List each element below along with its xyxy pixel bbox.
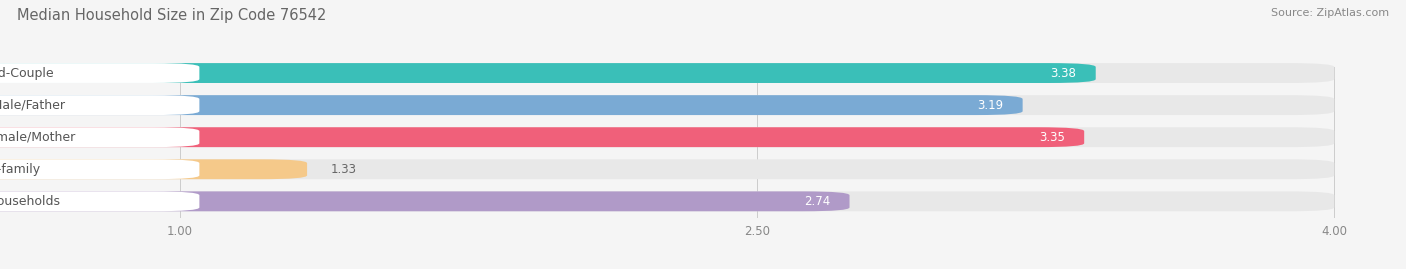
Text: Single Male/Father: Single Male/Father <box>0 99 65 112</box>
FancyBboxPatch shape <box>0 192 849 211</box>
FancyBboxPatch shape <box>0 159 1334 179</box>
FancyBboxPatch shape <box>0 192 200 211</box>
Text: Median Household Size in Zip Code 76542: Median Household Size in Zip Code 76542 <box>17 8 326 23</box>
FancyBboxPatch shape <box>0 63 200 83</box>
FancyBboxPatch shape <box>0 127 200 147</box>
FancyBboxPatch shape <box>0 159 200 179</box>
FancyBboxPatch shape <box>0 95 1334 115</box>
Text: Non-family: Non-family <box>0 163 41 176</box>
Text: 3.35: 3.35 <box>1039 131 1064 144</box>
FancyBboxPatch shape <box>0 63 1334 83</box>
FancyBboxPatch shape <box>0 95 1022 115</box>
Text: Total Households: Total Households <box>0 195 60 208</box>
FancyBboxPatch shape <box>0 159 307 179</box>
Text: 3.38: 3.38 <box>1050 66 1077 80</box>
Text: Source: ZipAtlas.com: Source: ZipAtlas.com <box>1271 8 1389 18</box>
Text: 3.19: 3.19 <box>977 99 1004 112</box>
FancyBboxPatch shape <box>0 127 1084 147</box>
Text: Married-Couple: Married-Couple <box>0 66 55 80</box>
FancyBboxPatch shape <box>0 95 200 115</box>
FancyBboxPatch shape <box>0 192 1334 211</box>
FancyBboxPatch shape <box>0 127 1334 147</box>
Text: 1.33: 1.33 <box>330 163 356 176</box>
Text: Single Female/Mother: Single Female/Mother <box>0 131 75 144</box>
FancyBboxPatch shape <box>0 63 1095 83</box>
Text: 2.74: 2.74 <box>804 195 831 208</box>
